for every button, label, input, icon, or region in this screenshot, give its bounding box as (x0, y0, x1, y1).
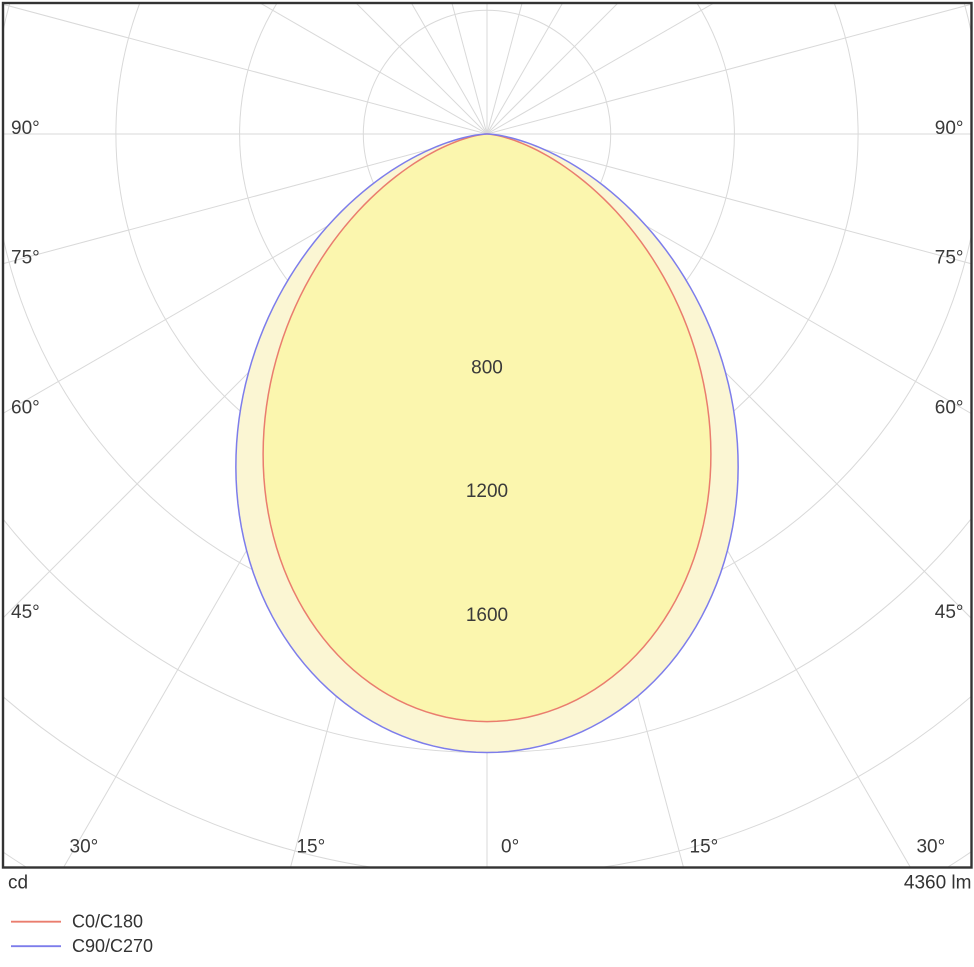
svg-text:C0/C180: C0/C180 (72, 912, 143, 932)
svg-text:30°: 30° (916, 837, 945, 858)
svg-text:60°: 60° (11, 397, 40, 418)
svg-text:75°: 75° (935, 248, 964, 269)
svg-text:60°: 60° (935, 397, 964, 418)
svg-text:15°: 15° (690, 837, 719, 858)
svg-text:90°: 90° (11, 118, 40, 139)
svg-text:45°: 45° (11, 602, 40, 623)
svg-text:45°: 45° (935, 602, 964, 623)
svg-text:1600: 1600 (466, 605, 508, 626)
svg-text:cd: cd (8, 873, 28, 894)
svg-text:0°: 0° (501, 837, 519, 858)
svg-text:15°: 15° (296, 837, 325, 858)
svg-text:90°: 90° (935, 118, 964, 139)
svg-text:800: 800 (471, 357, 503, 378)
svg-text:4360 lm: 4360 lm (904, 873, 972, 894)
svg-text:C90/C270: C90/C270 (72, 936, 153, 956)
svg-text:75°: 75° (11, 248, 40, 269)
svg-text:1200: 1200 (466, 481, 508, 502)
svg-text:30°: 30° (70, 837, 99, 858)
